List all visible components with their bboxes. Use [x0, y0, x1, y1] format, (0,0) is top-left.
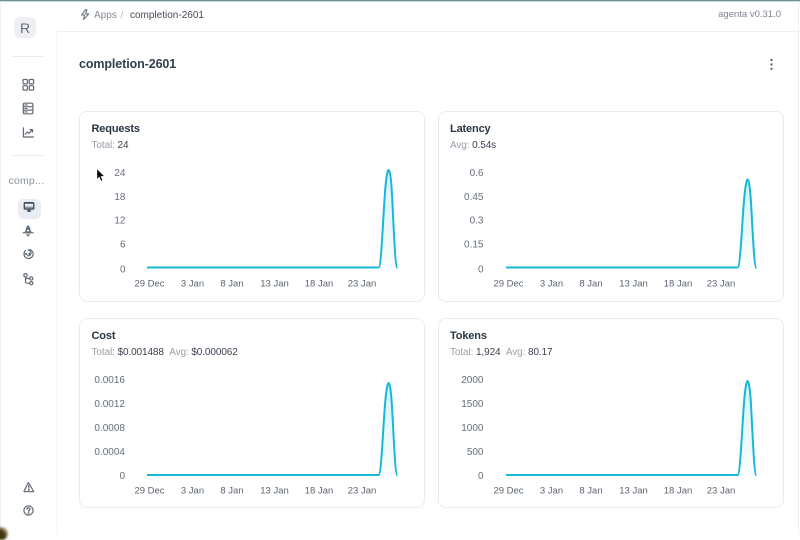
svg-text:18 Jan: 18 Jan — [663, 486, 692, 497]
svg-text:18: 18 — [114, 192, 126, 203]
svg-text:0.6: 0.6 — [469, 168, 483, 179]
svg-text:23 Jan: 23 Jan — [348, 486, 377, 497]
svg-text:0: 0 — [477, 265, 483, 276]
svg-text:23 Jan: 23 Jan — [706, 486, 735, 497]
svg-text:0: 0 — [119, 471, 125, 482]
svg-text:0: 0 — [477, 471, 483, 482]
svg-text:18 Jan: 18 Jan — [305, 279, 334, 290]
svg-text:29 Dec: 29 Dec — [134, 279, 164, 290]
svg-text:2000: 2000 — [461, 375, 484, 386]
svg-text:0.0016: 0.0016 — [94, 375, 125, 386]
svg-text:3 Jan: 3 Jan — [539, 279, 562, 290]
svg-text:13 Jan: 13 Jan — [619, 279, 648, 290]
svg-text:24: 24 — [114, 168, 126, 179]
svg-text:3 Jan: 3 Jan — [181, 486, 204, 497]
svg-text:23 Jan: 23 Jan — [706, 279, 735, 290]
svg-text:13 Jan: 13 Jan — [619, 486, 648, 497]
svg-text:29 Dec: 29 Dec — [493, 279, 523, 290]
svg-text:13 Jan: 13 Jan — [260, 486, 289, 497]
svg-text:29 Dec: 29 Dec — [493, 486, 523, 497]
svg-text:0.15: 0.15 — [464, 240, 484, 251]
svg-text:0.3: 0.3 — [469, 216, 483, 227]
svg-text:6: 6 — [120, 240, 126, 251]
svg-text:29 Dec: 29 Dec — [134, 486, 164, 497]
svg-text:0.0004: 0.0004 — [94, 447, 125, 458]
svg-text:3 Jan: 3 Jan — [539, 486, 562, 497]
svg-text:8 Jan: 8 Jan — [579, 486, 602, 497]
svg-text:0.45: 0.45 — [464, 192, 484, 203]
svg-text:0.0012: 0.0012 — [94, 399, 125, 410]
svg-text:18 Jan: 18 Jan — [305, 486, 334, 497]
svg-text:3 Jan: 3 Jan — [181, 279, 204, 290]
svg-text:12: 12 — [114, 216, 126, 227]
svg-text:18 Jan: 18 Jan — [663, 279, 692, 290]
svg-text:1500: 1500 — [461, 399, 484, 410]
svg-text:13 Jan: 13 Jan — [260, 279, 289, 290]
svg-text:1000: 1000 — [461, 423, 484, 434]
svg-text:0.0008: 0.0008 — [94, 423, 125, 434]
svg-text:0: 0 — [120, 265, 126, 276]
svg-text:8 Jan: 8 Jan — [579, 279, 602, 290]
svg-text:23 Jan: 23 Jan — [348, 279, 377, 290]
svg-text:8 Jan: 8 Jan — [220, 279, 243, 290]
svg-text:500: 500 — [466, 447, 483, 458]
svg-text:8 Jan: 8 Jan — [220, 486, 243, 497]
